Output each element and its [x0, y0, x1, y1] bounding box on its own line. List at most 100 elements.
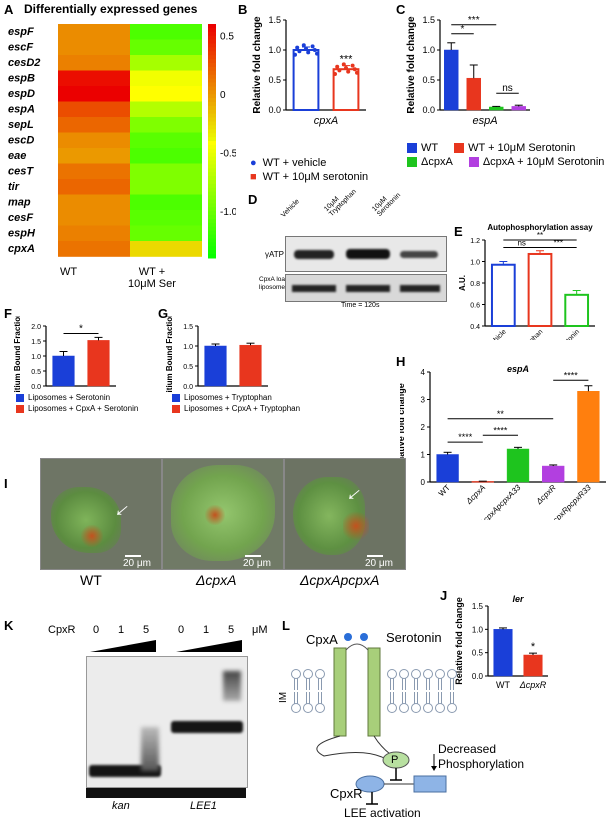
model-cpxa-label: CpxA	[306, 632, 338, 647]
panel-label-b: B	[238, 2, 248, 17]
blot-lane-label: 10μM Tryptophan	[323, 188, 358, 218]
y-tick-label: 0.0	[422, 105, 435, 115]
legend-g-label: Liposomes + CpxA + Tryptophan	[184, 404, 301, 413]
panel-label-d: D	[248, 192, 258, 207]
legend-c-row: WT WT + 10μM Serotonin	[407, 142, 604, 154]
significance-label: ****	[458, 432, 473, 442]
colorbar-segment	[208, 176, 216, 181]
scale-bar	[367, 555, 383, 557]
heatmap-gene-label: espH	[8, 228, 36, 240]
colorbar-segment	[208, 250, 216, 255]
data-point	[335, 64, 340, 69]
lipid-head	[423, 669, 433, 679]
heatmap-gene-label: tir	[8, 181, 20, 193]
gel-image	[86, 656, 248, 788]
significance-label: ***	[468, 15, 480, 26]
legend-b-item: ● WT + vehicle	[250, 157, 327, 169]
gel-shifted-lee1	[223, 671, 241, 701]
chart-j: 0.0 0.5 1.0 1.5 Relative fold change ler WT Δcp…	[454, 594, 548, 690]
cpxa-kinase-link	[373, 735, 391, 755]
bar	[239, 344, 262, 387]
panel-label-j: J	[440, 588, 448, 603]
heatmap-cell	[130, 101, 202, 118]
x-tick-label: Serotonin	[555, 328, 581, 340]
lipid-head	[303, 703, 313, 713]
colorbar-segment	[208, 226, 216, 232]
legend-c-item: WT + 10μM Serotonin	[454, 142, 575, 154]
data-point	[341, 62, 346, 67]
model-phosph-label: Phosphorylation	[438, 757, 525, 771]
colorbar-segment	[208, 230, 216, 236]
gel-probe-kan: kan	[112, 800, 130, 812]
colorbar-segment	[208, 152, 216, 158]
colorbar-segment	[208, 133, 216, 138]
gel-conc: 0	[178, 624, 185, 636]
bacteria-spot	[81, 525, 103, 547]
colorbar-segment	[208, 70, 216, 76]
colorbar-tick-label: -1.0	[220, 207, 236, 218]
y-tick-label: 0.5	[268, 75, 281, 85]
scale-bar	[125, 555, 141, 557]
colorbar-segment	[208, 246, 216, 251]
heatmap-cell	[58, 101, 130, 118]
heatmap-cell	[130, 55, 202, 71]
lipid-head	[315, 703, 325, 713]
x-tick-label: ΔcpxR	[519, 680, 547, 690]
heatmap-cell	[58, 194, 130, 211]
lipid-head	[387, 703, 397, 713]
colorbar-segment	[208, 199, 216, 204]
panel-label-c: C	[396, 2, 406, 17]
cpxa-loop	[345, 643, 369, 651]
lipid-head	[315, 669, 325, 679]
blot-d: Vehicle 10μM Tryptophan 10μM Serotonin γ…	[255, 188, 455, 310]
blot-row-gatp: γATP	[265, 250, 284, 259]
bar	[506, 448, 530, 483]
heatmap-cell	[130, 70, 202, 87]
colorbar-segment	[208, 66, 216, 72]
bar	[577, 391, 600, 483]
heatmap-gene-label: cesD2	[8, 57, 40, 69]
data-point	[310, 44, 315, 49]
legend-c-item: ΔcpxA	[407, 156, 453, 168]
y-tick-label: 2	[421, 423, 426, 432]
heatmap-cell	[58, 179, 130, 195]
heatmap-cell	[130, 148, 202, 164]
gel-unit: μM	[252, 624, 268, 636]
gel-probe-lee1: LEE1	[190, 800, 217, 812]
blot-band	[294, 250, 334, 259]
serotonin-molecule	[360, 633, 368, 641]
y-tick-label: 1.2	[470, 238, 480, 245]
bar	[52, 355, 75, 387]
colorbar-segment	[208, 215, 216, 220]
x-tick-label: ΔcpxA	[464, 483, 487, 506]
colorbar-segment	[208, 125, 216, 130]
heatmap-gene-label: sepL	[8, 119, 34, 131]
data-point	[312, 48, 317, 52]
data-point	[352, 67, 357, 72]
colorbar-segment	[208, 24, 216, 29]
data-point	[301, 43, 306, 48]
y-tick-label: 2.0	[31, 324, 41, 331]
data-point	[297, 49, 302, 54]
heatmap-gene-label: eae	[8, 150, 26, 162]
gel-conc: 0	[93, 624, 100, 636]
heatmap-gene-label: escF	[8, 42, 33, 54]
bar	[511, 106, 526, 111]
colorbar-segment	[208, 74, 216, 80]
colorbar-segment	[208, 219, 216, 224]
y-tick-label: 0	[421, 478, 426, 487]
colorbar-segment	[208, 156, 216, 161]
heatmap-gene-label: espB	[8, 73, 35, 85]
gel-conc: 1	[118, 624, 125, 636]
colorbar-segment	[208, 39, 216, 44]
lipid-head	[423, 703, 433, 713]
y-tick-label: 1.0	[422, 45, 435, 55]
gel-conc: 1	[203, 624, 210, 636]
lipid-head	[291, 703, 301, 713]
colorbar-segment	[208, 51, 216, 56]
bacteria-spot	[205, 505, 225, 525]
heatmap-title: Differentially expressed genes	[24, 2, 198, 16]
legend-b-label: WT + 10μM serotonin	[262, 171, 369, 183]
heatmap-cell	[58, 70, 130, 87]
lipid-head	[435, 669, 445, 679]
